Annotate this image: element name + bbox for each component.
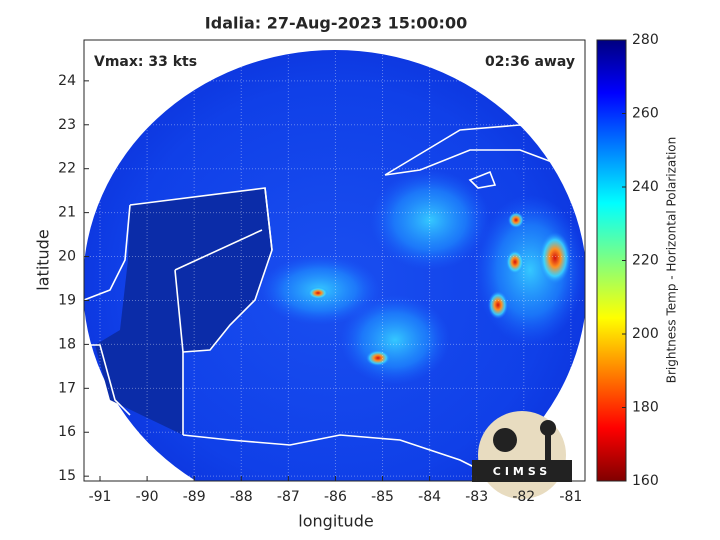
chart-title: Idalia: 27-Aug-2023 15:00:00 xyxy=(205,14,467,33)
y-tick-label: 20 xyxy=(58,249,76,265)
x-tick-label: -83 xyxy=(465,489,488,505)
convection xyxy=(506,250,524,274)
cloud xyxy=(340,295,450,385)
x-axis-label: longitude xyxy=(298,512,373,531)
x-tick-label: -85 xyxy=(371,489,394,505)
colorbar-tick-label: 240 xyxy=(632,179,659,195)
x-tick-label: -88 xyxy=(230,489,253,505)
x-tick-label: -89 xyxy=(183,489,206,505)
annotation: 02:36 away xyxy=(485,54,575,70)
y-tick-label: 17 xyxy=(58,380,76,396)
logo: CIMSS xyxy=(472,411,572,499)
x-tick-label: -81 xyxy=(559,489,582,505)
colorbar-tick-label: 200 xyxy=(632,326,659,342)
axes-box xyxy=(83,39,586,482)
logo-text: CIMSS xyxy=(493,465,551,478)
convection xyxy=(308,287,328,299)
colorbar-tick-label: 220 xyxy=(632,253,659,269)
x-tick-label: -87 xyxy=(277,489,300,505)
y-tick-label: 21 xyxy=(58,205,76,221)
x-tick-label: -90 xyxy=(136,489,159,505)
colorbar-tick-label: 260 xyxy=(632,106,659,122)
y-axis-label: latitude xyxy=(34,229,53,290)
colorbar-tick-label: 180 xyxy=(632,400,659,416)
colorbar xyxy=(596,39,627,482)
colorbar-label: Brightness Temp - Horizontal Polarizatio… xyxy=(665,137,679,384)
y-tick-label: 15 xyxy=(58,468,76,484)
y-tick-label: 19 xyxy=(58,292,76,308)
y-tick-label: 18 xyxy=(58,336,76,352)
x-tick-label: -82 xyxy=(512,489,535,505)
cloud xyxy=(370,170,490,270)
y-tick-label: 23 xyxy=(58,117,76,133)
convection xyxy=(539,232,571,284)
y-tick-label: 24 xyxy=(58,73,76,89)
convection xyxy=(508,212,524,228)
convection xyxy=(488,291,508,319)
convection xyxy=(366,350,390,366)
colorbar-tick-label: 160 xyxy=(632,473,659,489)
x-tick-label: -91 xyxy=(89,489,112,505)
y-tick-label: 22 xyxy=(58,161,76,177)
coastlines xyxy=(84,119,585,471)
annotation: Vmax: 33 kts xyxy=(94,54,197,70)
y-tick-label: 16 xyxy=(58,424,76,440)
map-area xyxy=(84,40,585,481)
colorbar-tick-label: 280 xyxy=(632,32,659,48)
land xyxy=(95,188,272,435)
x-tick-label: -84 xyxy=(418,489,441,505)
x-tick-label: -86 xyxy=(324,489,347,505)
